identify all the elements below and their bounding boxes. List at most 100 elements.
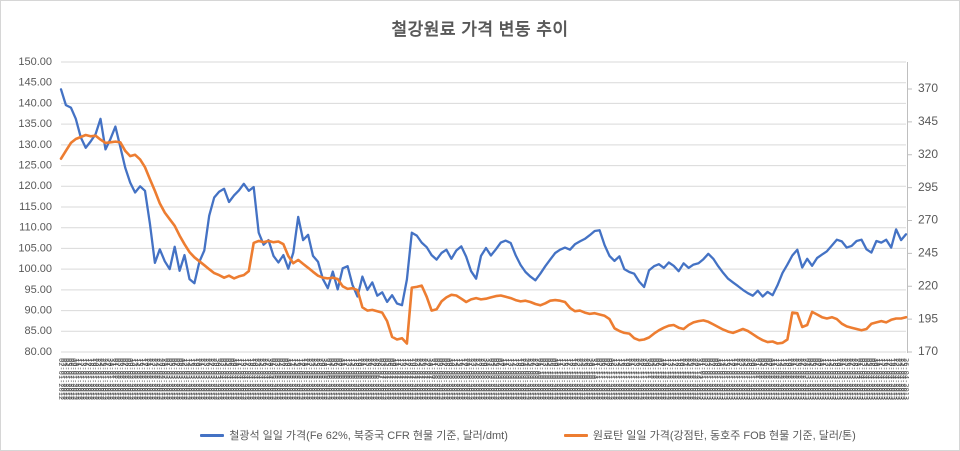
x-axis-date-label: 16-05-2012 xyxy=(295,358,303,400)
x-axis-date-label: 28-11-2012 xyxy=(639,358,647,400)
x-axis-date-label: 17-02-2012 xyxy=(141,358,149,400)
x-axis-date-label: 18-10-2012 xyxy=(568,358,576,400)
x-axis-date-label: 29-06-2012 xyxy=(374,358,382,400)
x-axis-date-label: 15-01-2013 xyxy=(723,358,731,400)
x-axis-date-label: 30-04-2012 xyxy=(266,358,274,400)
x-axis-date-label: 20-09-2012 xyxy=(519,358,527,400)
x-axis-date-label: 02-01-2012 xyxy=(57,358,65,400)
x-axis-date-label: 01-10-2012 xyxy=(536,358,544,400)
x-axis-date-label: 12-04-2012 xyxy=(236,358,244,400)
x-axis-date-label: 14-11-2012 xyxy=(615,358,623,400)
x-axis-date-label: 05-03-2013 xyxy=(809,358,817,400)
x-axis-date-label: 08-04-2013 xyxy=(868,358,876,400)
x-axis-date-label: 02-04-2012 xyxy=(217,358,225,400)
x-axis-date-label: 07-09-2012 xyxy=(497,358,505,400)
x-axis-date-label: 23-08-2012 xyxy=(470,358,478,400)
x-axis-date-label: 19-10-2012 xyxy=(570,358,578,400)
x-axis-date-label: 05-11-2012 xyxy=(597,358,605,400)
x-axis-date-label: 30-07-2012 xyxy=(425,358,433,400)
x-axis-date-label: 12-11-2012 xyxy=(610,358,618,400)
x-axis-date-label: 10-07-2012 xyxy=(391,358,399,400)
x-axis-date-label: 30-10-2012 xyxy=(588,358,596,400)
x-axis-date-label: 20-06-2012 xyxy=(357,358,365,400)
iron-ore-legend-marker-icon xyxy=(200,433,225,437)
x-axis-date-label: 28-03-2012 xyxy=(209,358,217,400)
x-axis-date-label: 01-05-2012 xyxy=(268,358,276,400)
y-left-tick-label: 105.00 xyxy=(18,242,52,254)
y-left-tick-label: 110.00 xyxy=(19,222,52,234)
x-axis-date-label: 11-01-2012 xyxy=(74,358,82,400)
x-axis-date-label: 22-04-2013 xyxy=(892,358,900,400)
x-axis-date-label: 04-01-2013 xyxy=(705,358,713,400)
x-axis-date-label: 27-07-2012 xyxy=(423,358,431,400)
x-axis-date-label: 23-11-2012 xyxy=(632,358,640,400)
x-axis-date-label: 29-11-2012 xyxy=(642,358,650,400)
x-axis-date-label: 01-08-2012 xyxy=(430,358,438,400)
x-axis-date-label: 29-05-2012 xyxy=(317,358,325,400)
x-axis-date-label: 31-07-2012 xyxy=(428,358,436,400)
x-axis-date-label: 28-03-2013 xyxy=(850,358,858,400)
x-axis-date-label: 11-02-2013 xyxy=(769,358,777,400)
x-axis-date-label: 10-09-2012 xyxy=(499,358,507,400)
y-right-tick-label: 195 xyxy=(918,311,938,325)
x-axis-date-label: 19-09-2012 xyxy=(516,358,524,400)
x-axis-date-label: 17-09-2012 xyxy=(511,358,519,400)
x-axis-date-label: 18-04-2012 xyxy=(246,358,254,400)
x-axis-date-label: 27-03-2012 xyxy=(207,358,215,400)
x-axis-date-label: 17-04-2013 xyxy=(885,358,893,400)
x-axis-date-label: 10-04-2013 xyxy=(873,358,881,400)
x-axis-date-label: 04-01-2012 xyxy=(62,358,70,400)
x-axis-date-label: 06-02-2012 xyxy=(118,358,126,400)
x-axis-date-label: 10-08-2012 xyxy=(448,358,456,400)
x-axis-date-label: 18-07-2012 xyxy=(406,358,414,400)
x-axis-date-label: 13-06-2012 xyxy=(344,358,352,400)
x-axis-date-label: 02-10-2012 xyxy=(538,358,546,400)
x-axis-date-label: 03-07-2012 xyxy=(379,358,387,400)
x-axis-date-label: 31-10-2012 xyxy=(590,358,598,400)
x-axis-date-label: 24-01-2012 xyxy=(96,358,104,400)
x-axis-date-label: 04-05-2012 xyxy=(276,358,284,400)
x-axis-date-label: 25-01-2012 xyxy=(99,358,107,400)
legend-item-coking-coal: 원료탄 일일 가격(강점탄, 동호주 FOB 현물 기준, 달러/톤) xyxy=(563,427,856,443)
y-right-tick-label: 370 xyxy=(918,81,938,95)
x-axis-date-label: 15-04-2013 xyxy=(880,358,888,400)
x-axis-date-label: 23-03-2012 xyxy=(202,358,210,400)
x-axis-date-label: 15-02-2013 xyxy=(779,358,787,400)
x-axis-date-label: 23-01-2012 xyxy=(94,358,102,400)
x-axis-date-label: 24-02-2012 xyxy=(153,358,161,400)
x-axis-date-label: 09-07-2012 xyxy=(389,358,397,400)
x-axis-date-label: 18-01-2013 xyxy=(730,358,738,400)
x-axis-date-label: 15-06-2012 xyxy=(349,358,357,400)
x-axis-date-label: 15-08-2012 xyxy=(455,358,463,400)
x-axis-date-label: 14-09-2012 xyxy=(509,358,517,400)
x-axis-date-label: 24-04-2013 xyxy=(897,358,905,400)
x-axis-date-label: 26-06-2012 xyxy=(367,358,375,400)
x-axis-date-label: 11-09-2012 xyxy=(502,358,510,400)
x-axis-date-label: 08-08-2012 xyxy=(443,358,451,400)
x-axis-date-label: 25-01-2013 xyxy=(742,358,750,400)
x-axis-date-label: 19-11-2012 xyxy=(622,358,630,400)
x-axis-date-label: 27-11-2012 xyxy=(637,358,645,400)
x-axis-date-label: 22-08-2012 xyxy=(467,358,475,400)
x-axis-date-label: 30-01-2013 xyxy=(750,358,758,400)
x-axis-date-label: 17-10-2012 xyxy=(565,358,573,400)
x-axis-date-label: 06-12-2012 xyxy=(654,358,662,400)
x-axis-date-label: 01-02-2012 xyxy=(111,358,119,400)
x-axis-date-label: 18-03-2013 xyxy=(831,358,839,400)
x-axis-date-label: 13-01-2012 xyxy=(79,358,87,400)
x-axis-date-label: 08-03-2013 xyxy=(816,358,824,400)
x-axis-date-label: 22-03-2013 xyxy=(841,358,849,400)
x-axis-date-label: 02-03-2012 xyxy=(165,358,173,400)
x-axis-date-label: 13-11-2012 xyxy=(612,358,620,400)
x-axis-date-label: 07-01-2013 xyxy=(708,358,716,400)
x-axis-date-label: 17-12-2012 xyxy=(671,358,679,400)
x-axis-date-label: 12-07-2012 xyxy=(396,358,404,400)
x-axis-date-label: 20-02-2012 xyxy=(143,358,151,400)
x-axis-date-label: 19-02-2013 xyxy=(784,358,792,400)
x-axis-date-label: 01-01-2013 xyxy=(698,358,706,400)
x-axis-date-label: 12-01-2012 xyxy=(77,358,85,400)
x-axis-date-label: 05-01-2012 xyxy=(64,358,72,400)
price-chart-svg: 150.00 145.00 140.00 135.00 130.00 125.00 120.… xyxy=(18,56,938,400)
x-axis-date-label: 12-02-2013 xyxy=(772,358,780,400)
y-left-tick-label: 125.00 xyxy=(18,159,52,171)
